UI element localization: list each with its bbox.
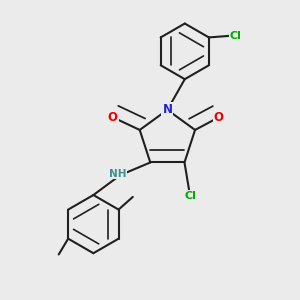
Text: N: N	[162, 103, 172, 116]
Text: Cl: Cl	[230, 31, 242, 41]
Text: Cl: Cl	[185, 191, 197, 201]
Text: O: O	[108, 111, 118, 124]
Text: NH: NH	[109, 169, 127, 178]
Text: O: O	[214, 111, 224, 124]
